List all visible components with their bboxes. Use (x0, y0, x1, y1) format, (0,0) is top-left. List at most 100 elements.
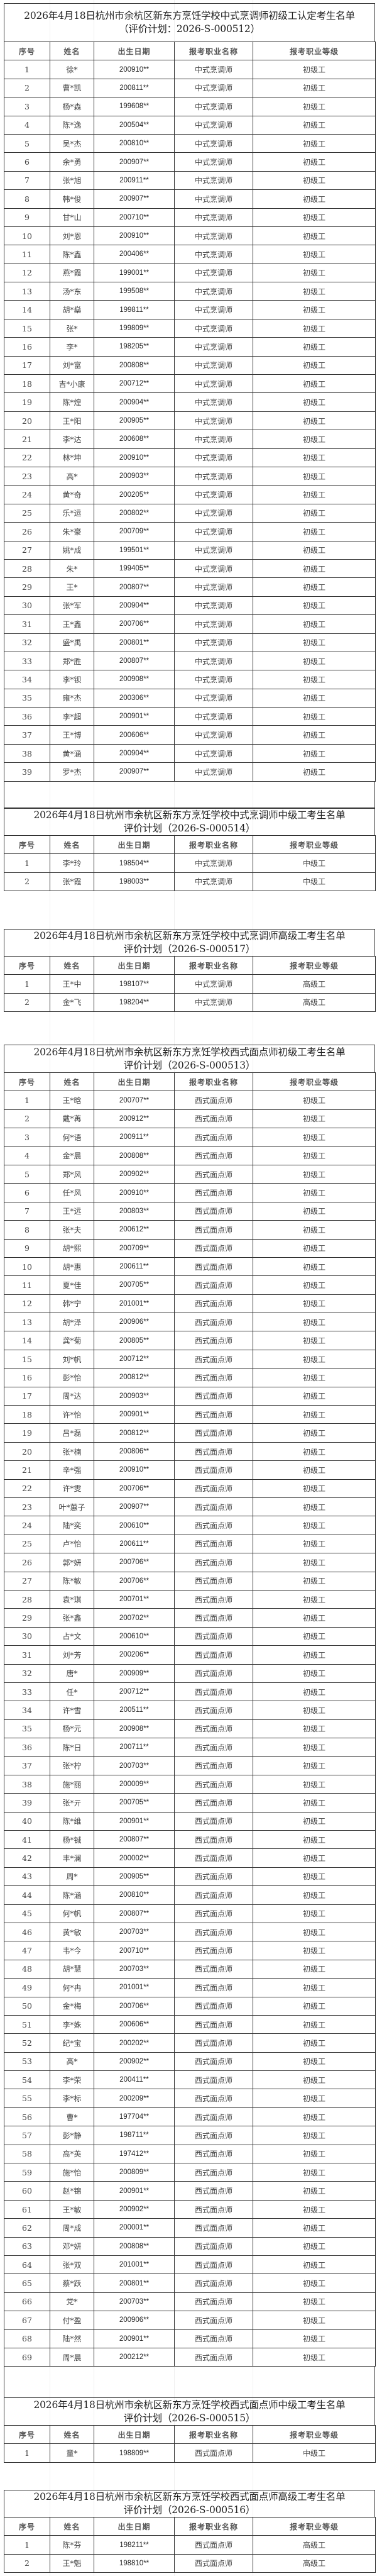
section-title: 2026年4月18日杭州市余杭区新东方烹饪学校中式烹调师中级工考生名单 评价计划… (4, 808, 375, 835)
cell-seq: 33 (4, 1682, 50, 1702)
cell-seq: 14 (4, 1331, 50, 1350)
cell-dob: 200812** (94, 1423, 175, 1443)
cell-level: 初级工 (253, 2051, 376, 2072)
cell-dob: 198107** (94, 974, 175, 994)
cell-name: 胡*泽 (50, 1313, 94, 1332)
table-row: 1 童* 198809** 西式面点师 中级工 (4, 2443, 376, 2463)
cell-dob: 200810** (94, 133, 175, 153)
candidate-section: 2026年4月18日杭州市余杭区新东方烹饪学校中式烹调师初级工认定考生名单 （评… (4, 3, 376, 808)
cell-dob: 198204** (94, 992, 175, 1013)
cell-job: 中式烹调师 (174, 540, 253, 560)
cell-dob: 201001** (94, 1978, 175, 1997)
table-row: 22 林*坤 200910** 中式烹调师 初级工 (4, 448, 376, 467)
cell-seq: 13 (4, 282, 50, 301)
cell-level: 初级工 (253, 448, 376, 467)
cell-job: 西式面点师 (174, 1738, 253, 1757)
cell-dob: 199811** (94, 300, 175, 319)
cell-name: 李*钡 (50, 670, 94, 689)
cell-seq: 66 (4, 2292, 50, 2312)
cell-level: 高级工 (253, 2553, 376, 2573)
cell-seq: 9 (4, 208, 50, 227)
cell-dob: 200901** (94, 707, 175, 726)
cell-seq: 1 (4, 974, 50, 994)
cell-name: 曹*凯 (50, 78, 94, 98)
table-row: 51 李*姝 200606** 西式面点师 初级工 (4, 2014, 376, 2035)
cell-level: 初级工 (253, 392, 376, 412)
cell-name: 王*敏 (50, 2199, 94, 2219)
cell-level: 初级工 (253, 1405, 376, 1424)
cell-dob: 200803** (94, 1201, 175, 1221)
cell-seq: 1 (4, 2443, 50, 2463)
cell-seq: 2 (4, 2553, 50, 2573)
cell-dob: 200910** (94, 1460, 175, 1480)
table-row: 53 高* 200902** 西式面点师 初级工 (4, 2051, 376, 2072)
cell-seq: 12 (4, 263, 50, 283)
cell-seq: 13 (4, 1313, 50, 1332)
cell-dob: 201001** (94, 2255, 175, 2275)
cell-seq: 18 (4, 374, 50, 394)
cell-name: 雍*杰 (50, 688, 94, 708)
cell-name: 童* (50, 2443, 94, 2463)
cell-name: 曹* (50, 2107, 94, 2127)
cell-level: 初级工 (253, 1571, 376, 1591)
column-header-name: 姓名 (50, 41, 94, 61)
cell-name: 夏*佳 (50, 1275, 94, 1295)
cell-seq: 7 (4, 170, 50, 191)
cell-level: 初级工 (253, 743, 376, 763)
cell-job: 中式烹调师 (174, 466, 253, 486)
cell-seq: 20 (4, 411, 50, 431)
cell-name: 张*柠 (50, 1756, 94, 1775)
cell-dob: 200706** (94, 1996, 175, 2016)
cell-name: 王*远 (50, 1201, 94, 1221)
cell-seq: 20 (4, 1441, 50, 1462)
cell-dob: 200908** (94, 670, 175, 689)
cell-job: 西式面点师 (174, 1238, 253, 1258)
cell-job: 西式面点师 (174, 1719, 253, 1739)
cell-job: 中式烹调师 (174, 318, 253, 338)
cell-name: 何*语 (50, 1128, 94, 1147)
cell-dob: 200610** (94, 1626, 175, 1646)
cell-seq: 56 (4, 2107, 50, 2127)
cell-name: 蔡*跃 (50, 2273, 94, 2293)
cell-dob: 200907** (94, 189, 175, 209)
cell-level: 高级工 (253, 974, 376, 994)
table-row: 14 龚*菊 200805** 西式面点师 初级工 (4, 1331, 376, 1350)
cell-seq: 8 (4, 1220, 50, 1240)
cell-job: 西式面点师 (174, 1996, 253, 2016)
cell-level: 初级工 (253, 1091, 376, 1110)
cell-dob: 200205** (94, 485, 175, 504)
cell-job: 中式烹调师 (174, 411, 253, 431)
cell-job: 西式面点师 (174, 1331, 253, 1350)
cell-seq: 5 (4, 133, 50, 153)
section-title: 2026年4月18日杭州市余杭区新东方烹饪学校西式面点师高级工考生名单 评价计划… (4, 2490, 375, 2517)
cell-dob: 200807** (94, 1904, 175, 1923)
candidate-section: 2026年4月18日杭州市余杭区新东方烹饪学校中式烹调师中级工考生名单 评价计划… (4, 808, 376, 892)
cell-job: 西式面点师 (174, 1294, 253, 1314)
cell-dob: 200306** (94, 688, 175, 708)
table-row: 49 何*冉 201001** 西式面点师 初级工 (4, 1978, 376, 1997)
cell-seq: 58 (4, 2144, 50, 2164)
cell-dob: 197412** (94, 2144, 175, 2164)
cell-seq: 34 (4, 670, 50, 689)
cell-name: 盛*禹 (50, 633, 94, 652)
cell-seq: 57 (4, 2126, 50, 2145)
empty-row (4, 2367, 375, 2399)
cell-seq: 23 (4, 1497, 50, 1517)
cell-level: 初级工 (253, 1553, 376, 1572)
cell-job: 西式面点师 (174, 1349, 253, 1369)
cell-name: 金*梅 (50, 1996, 94, 2016)
table-row: 16 李* 198205** 中式烹调师 初级工 (4, 337, 376, 357)
cell-dob: 200903** (94, 1386, 175, 1406)
cell-dob: 200808** (94, 1146, 175, 1165)
cell-level: 初级工 (253, 170, 376, 191)
cell-name: 许*怡 (50, 1405, 94, 1424)
cell-dob: 200810** (94, 1885, 175, 1905)
cell-name: 刘*芳 (50, 1645, 94, 1665)
cell-job: 中式烹调师 (174, 78, 253, 98)
section-title-plan: 评价计划（2026-S-000513） (123, 1059, 256, 1071)
cell-level: 初级工 (253, 1756, 376, 1775)
cell-seq: 48 (4, 1959, 50, 1979)
cell-job: 西式面点师 (174, 1848, 253, 1868)
cell-level: 初级工 (253, 1146, 376, 1165)
cell-level: 初级工 (253, 2347, 376, 2367)
